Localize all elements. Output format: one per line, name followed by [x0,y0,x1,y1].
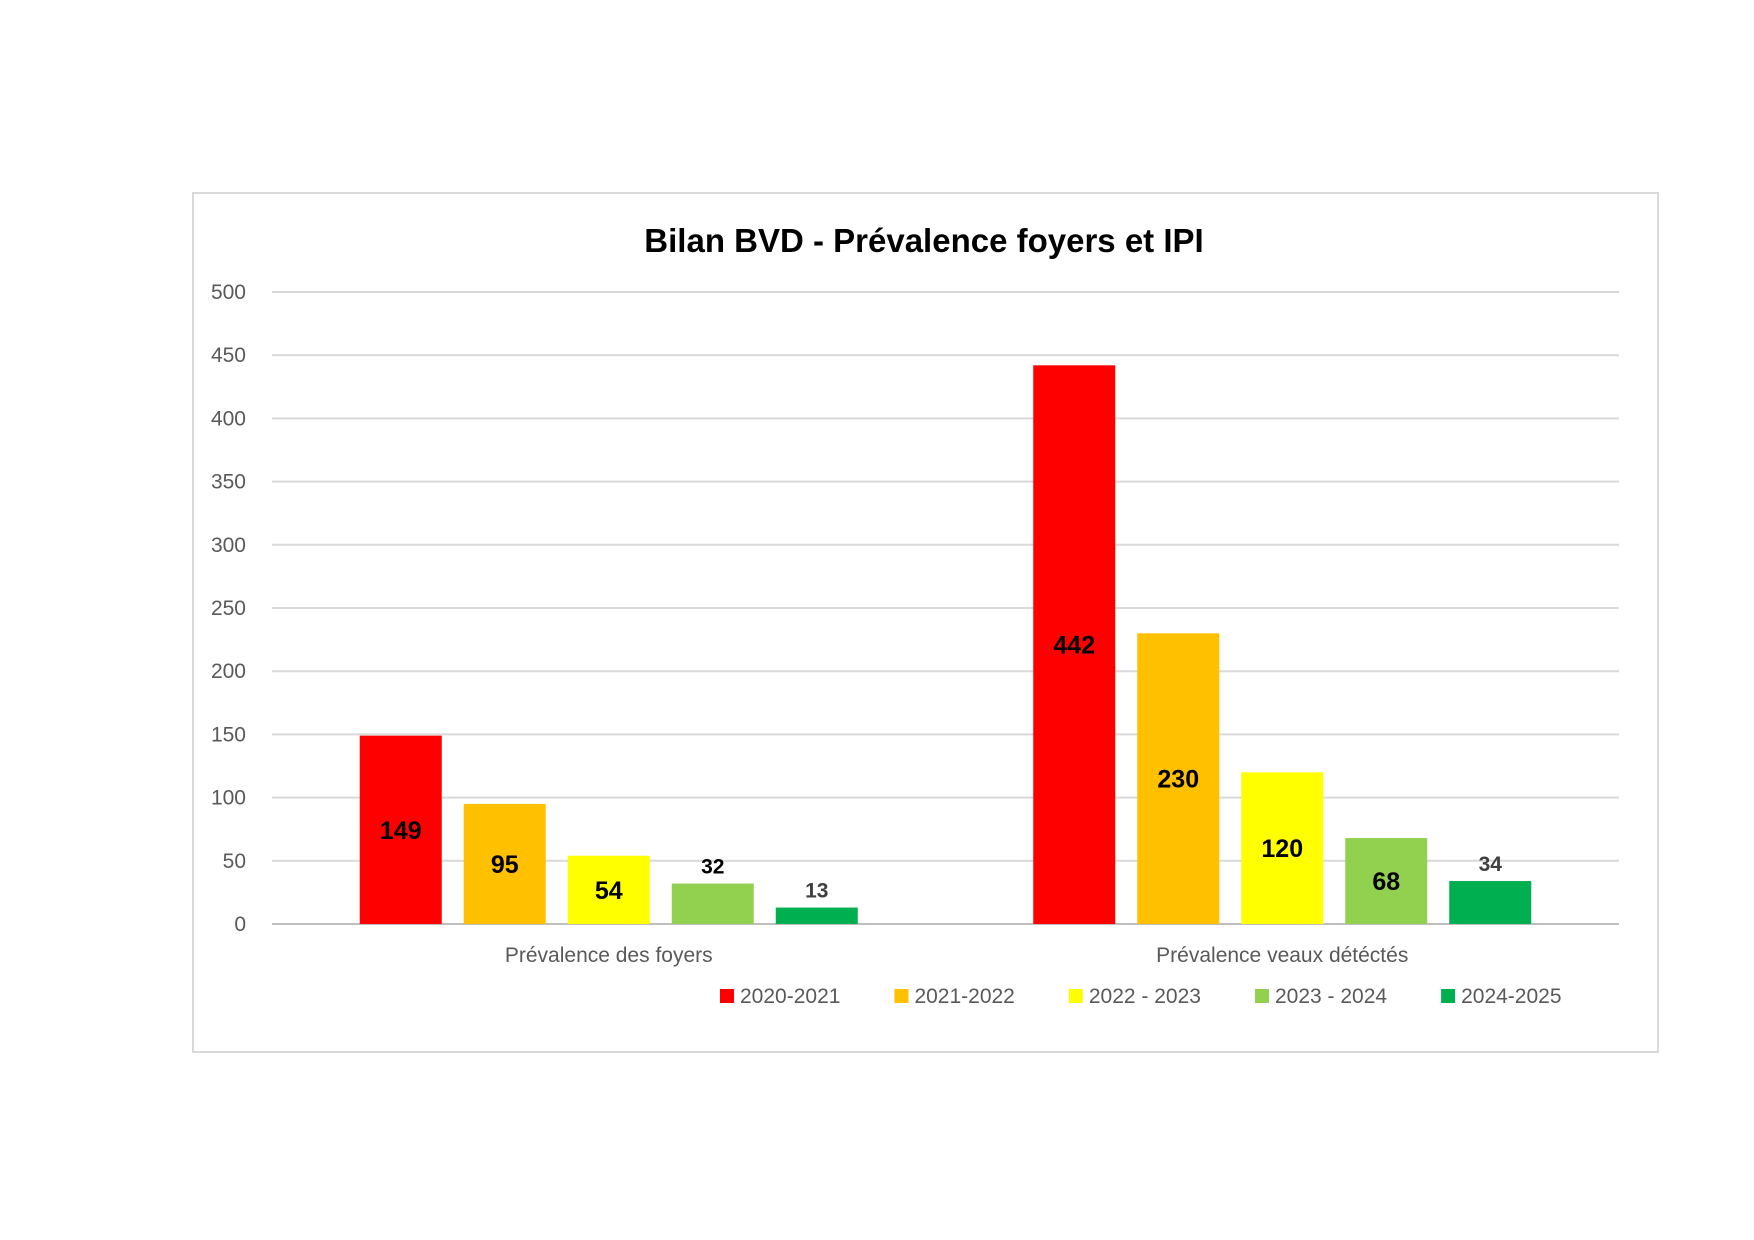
legend-swatch [1068,989,1083,1003]
bar [567,855,650,924]
legend-item: 2021-2022 [894,985,1015,1008]
bar-value-label: 54 [595,877,623,905]
y-tick-label: 250 [211,597,246,620]
legend-item: 2022 - 2023 [1068,985,1201,1008]
legend: 2020-2021 2021-2022 2022 - 2023 2023 - 2024… [720,985,1562,1008]
legend-item: 2023 - 2024 [1254,985,1387,1008]
y-tick-label: 400 [211,407,246,430]
x-category-label: Prévalence veaux détéctés [1156,944,1408,967]
y-tick-label: 0 [234,913,246,936]
bar [1033,365,1116,924]
legend-item: 2020-2021 [720,985,840,1008]
bar-chart: Bilan BVD - Prévalence foyers et IPI 0 50… [211,222,1619,1008]
x-axis-categories: Prévalence des foyers Prévalence veaux dé… [505,944,1408,967]
chart-frame: Bilan BVD - Prévalence foyers et IPI 0 50… [192,192,1659,1053]
data-labels: 149 95 54 32 13 442 230 120 68 34 [380,632,1502,905]
legend-label: 2020-2021 [740,985,840,1008]
bar [775,907,858,924]
y-tick-label: 150 [211,723,246,746]
bar [1345,838,1428,924]
legend-label: 2024-2025 [1461,985,1561,1008]
legend-swatch [1441,989,1456,1003]
y-tick-label: 50 [223,850,246,873]
bar [671,883,754,924]
bar [1241,772,1324,924]
bar-value-label: 120 [1261,835,1303,863]
bar [1137,633,1220,924]
y-tick-label: 200 [211,660,246,683]
legend-swatch [720,989,734,1003]
y-tick-label: 500 [211,281,246,304]
bar-value-label: 149 [380,817,422,845]
bar-value-label: 95 [491,851,519,879]
legend-item: 2024-2025 [1441,985,1562,1008]
legend-swatch [1254,989,1269,1003]
bar [359,735,442,924]
bar-value-label: 13 [805,880,828,903]
y-axis-ticks: 0 50 100 150 200 250 300 350 400 450 500 [211,281,246,936]
bar-value-label: 34 [1479,853,1503,876]
bar [1449,881,1532,924]
bar [463,803,546,924]
chart-title: Bilan BVD - Prévalence foyers et IPI [644,222,1203,259]
bars [359,365,1532,924]
legend-swatch [894,989,909,1003]
bar-value-label: 32 [701,856,724,879]
legend-label: 2021-2022 [914,985,1014,1008]
bar-value-label: 442 [1053,632,1095,660]
bar-value-label: 68 [1372,868,1400,896]
y-tick-label: 100 [211,787,246,810]
y-tick-label: 450 [211,344,246,367]
x-category-label: Prévalence des foyers [505,944,713,967]
legend-label: 2022 - 2023 [1089,985,1201,1008]
y-tick-label: 350 [211,471,246,494]
y-tick-label: 300 [211,534,246,557]
legend-label: 2023 - 2024 [1275,985,1387,1008]
bar-value-label: 230 [1157,766,1199,794]
